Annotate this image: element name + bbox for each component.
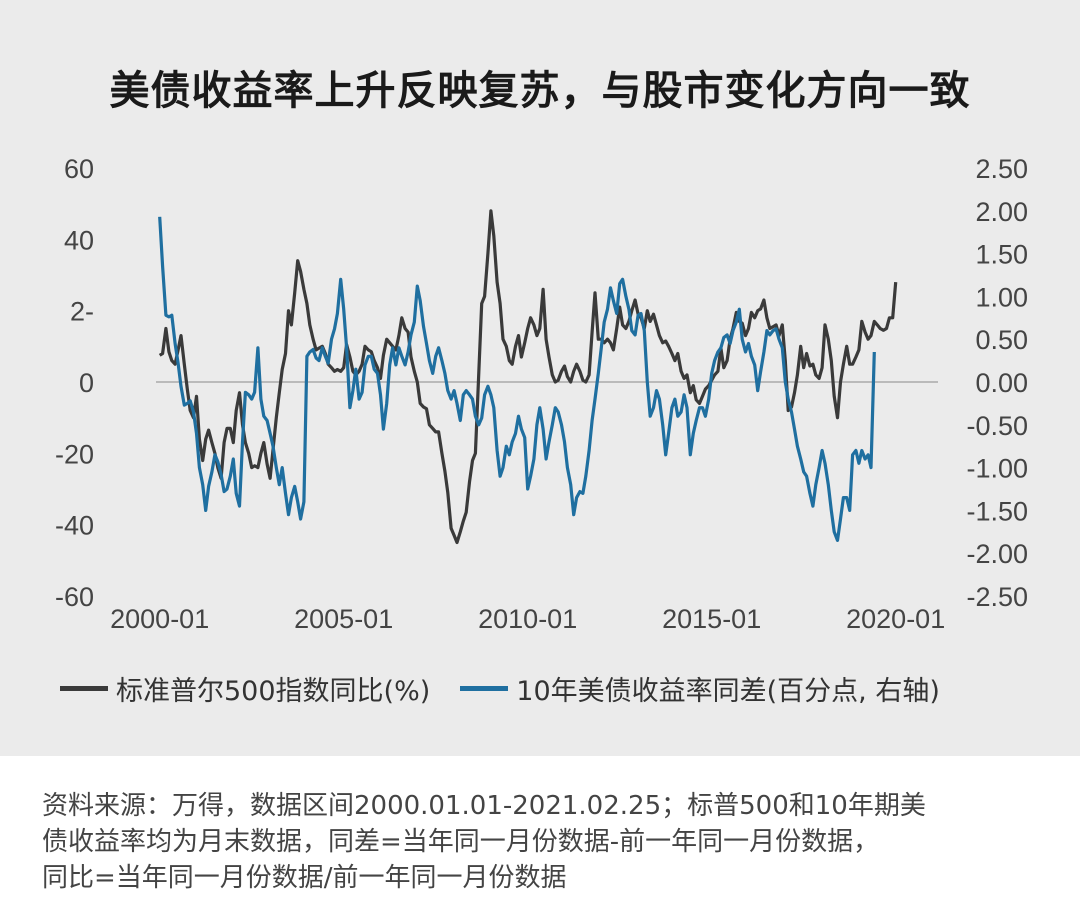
y-right-tick-label: -1.00 [966,454,1028,484]
series-line-treasury [158,216,876,542]
axes: 60 40 2- 0 -20 -40 -60 2.50 2.00 1.50 1.00 0.50 0.00… [55,154,1028,634]
x-tick-label: 2020-01 [846,604,945,634]
x-tick-label: 2005-01 [294,604,393,634]
x-tick-label: 2010-01 [478,604,577,634]
y-left-tick-label: 40 [64,225,94,255]
source-note-line-2: 债收益率均为月末数据，同差=当年同一月份数据-前一年同一月份数据， [42,827,880,857]
y-right-tick-label: 0.50 [975,325,1028,355]
series-layer [158,209,898,545]
x-tick-label: 2015-01 [662,604,761,634]
y-left-tick-label: 0 [79,368,94,398]
y-right-tick-label: 0.00 [975,368,1028,398]
y-right-tick-label: 2.50 [975,154,1028,184]
y-right-tick-label: 1.50 [975,240,1028,270]
legend-item-treasury: 10年美债收益率同差(百分点, 右轴) [460,669,940,708]
source-note-line-1: 资料来源：万得，数据区间2000.01.01-2021.02.25；标普500和… [42,791,926,821]
y-right-tick-label: 2.00 [975,197,1028,227]
legend-label-treasury: 10年美债收益率同差(百分点, 右轴) [516,675,940,707]
y-left-tick-label: -40 [55,511,94,541]
legend: 标准普尔500指数同比(%) 10年美债收益率同差(百分点, 右轴) [60,668,1060,708]
y-right-tick-label: -2.50 [966,582,1028,612]
y-left-tick-label: -60 [55,582,94,612]
y-right-tick-label: 1.00 [975,282,1028,312]
y-left-tick-label: -20 [55,439,94,469]
source-note-line-3: 同比=当年同一月份数据/前一年同一月份数据 [42,863,567,893]
chart-title: 美债收益率上升反映复苏，与股市变化方向一致 [109,68,971,114]
y-right-tick-label: -2.00 [966,539,1028,569]
series-line-sp500 [158,209,898,545]
legend-swatch-treasury [460,685,509,691]
legend-label-sp500: 标准普尔500指数同比(%) [116,675,431,707]
chart-svg: 60 40 2- 0 -20 -40 -60 2.50 2.00 1.50 1.00 0.50 0.00… [55,154,1028,634]
source-note: 资料来源：万得，数据区间2000.01.01-2021.02.25；标普500和… [42,788,1052,896]
y-right-tick-label: -0.50 [966,411,1028,441]
y-right-tick-label: -1.50 [966,496,1028,526]
legend-item-sp500: 标准普尔500指数同比(%) [60,669,430,708]
y-left-tick-label: 2- [70,297,94,327]
y-left-tick-label: 60 [64,154,94,184]
x-tick-label: 2000-01 [110,604,209,634]
legend-swatch-sp500 [60,685,108,691]
